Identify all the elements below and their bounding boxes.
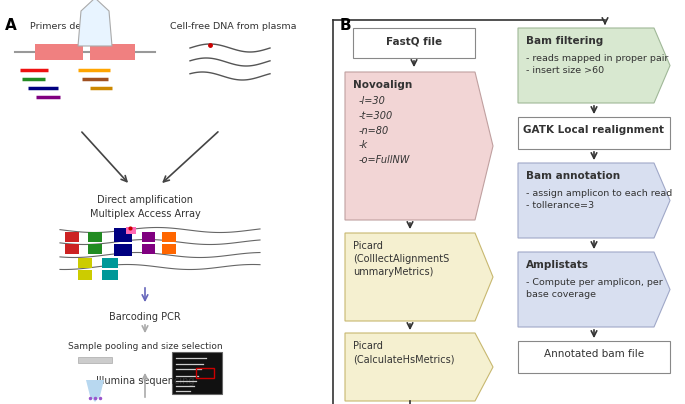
Polygon shape [345, 233, 493, 321]
Text: GATK Local realignment: GATK Local realignment [523, 125, 664, 135]
Polygon shape [518, 252, 670, 327]
Polygon shape [518, 28, 670, 103]
FancyBboxPatch shape [162, 244, 176, 254]
Polygon shape [78, 0, 112, 46]
Text: Amplistats: Amplistats [526, 260, 589, 270]
FancyBboxPatch shape [162, 232, 176, 242]
Text: - assign amplicon to each read
- tollerance=3: - assign amplicon to each read - tollera… [526, 189, 672, 210]
Text: Picard
(ColllectAlignmentS
ummaryMetrics): Picard (ColllectAlignmentS ummaryMetrics… [353, 241, 449, 278]
FancyBboxPatch shape [142, 244, 155, 254]
FancyBboxPatch shape [35, 44, 83, 60]
FancyBboxPatch shape [88, 244, 102, 254]
Text: Sample pooling and size selection: Sample pooling and size selection [68, 342, 223, 351]
FancyBboxPatch shape [88, 232, 102, 242]
FancyBboxPatch shape [114, 228, 132, 242]
FancyBboxPatch shape [78, 258, 92, 268]
Text: Bam annotation: Bam annotation [526, 171, 620, 181]
Text: A: A [5, 18, 16, 33]
Text: Barcoding PCR: Barcoding PCR [109, 312, 181, 322]
Polygon shape [345, 333, 493, 401]
Text: Picard
(CalculateHsMetrics): Picard (CalculateHsMetrics) [353, 341, 455, 364]
FancyBboxPatch shape [518, 117, 670, 149]
FancyBboxPatch shape [126, 227, 136, 234]
FancyBboxPatch shape [65, 232, 79, 242]
FancyBboxPatch shape [353, 28, 475, 58]
Polygon shape [86, 380, 104, 402]
Text: -l=30
-t=300
-n=80
-k
-o=FullNW: -l=30 -t=300 -n=80 -k -o=FullNW [359, 96, 410, 165]
Text: - reads mapped in proper pair
- insert size >60: - reads mapped in proper pair - insert s… [526, 54, 669, 75]
Text: - Compute per amplicon, per
base coverage: - Compute per amplicon, per base coverag… [526, 278, 663, 299]
FancyBboxPatch shape [90, 44, 135, 60]
FancyBboxPatch shape [142, 232, 155, 242]
FancyBboxPatch shape [172, 352, 222, 394]
FancyBboxPatch shape [65, 244, 79, 254]
Text: Novoalign: Novoalign [353, 80, 412, 90]
FancyBboxPatch shape [78, 270, 92, 280]
Text: FastQ file: FastQ file [386, 36, 442, 46]
Text: Direct amplification
Multiplex Access Array: Direct amplification Multiplex Access Ar… [90, 195, 201, 219]
Text: Bam filtering: Bam filtering [526, 36, 603, 46]
FancyBboxPatch shape [518, 341, 670, 373]
Polygon shape [518, 163, 670, 238]
Text: Primers design: Primers design [30, 22, 101, 31]
FancyBboxPatch shape [114, 244, 132, 256]
FancyBboxPatch shape [102, 258, 118, 268]
FancyBboxPatch shape [78, 357, 112, 363]
Text: Annotated bam file: Annotated bam file [544, 349, 644, 359]
Polygon shape [345, 72, 493, 220]
Text: Cell-free DNA from plasma: Cell-free DNA from plasma [170, 22, 297, 31]
Text: Illumina sequencing: Illumina sequencing [96, 376, 195, 386]
FancyBboxPatch shape [102, 270, 118, 280]
Text: B: B [340, 18, 351, 33]
